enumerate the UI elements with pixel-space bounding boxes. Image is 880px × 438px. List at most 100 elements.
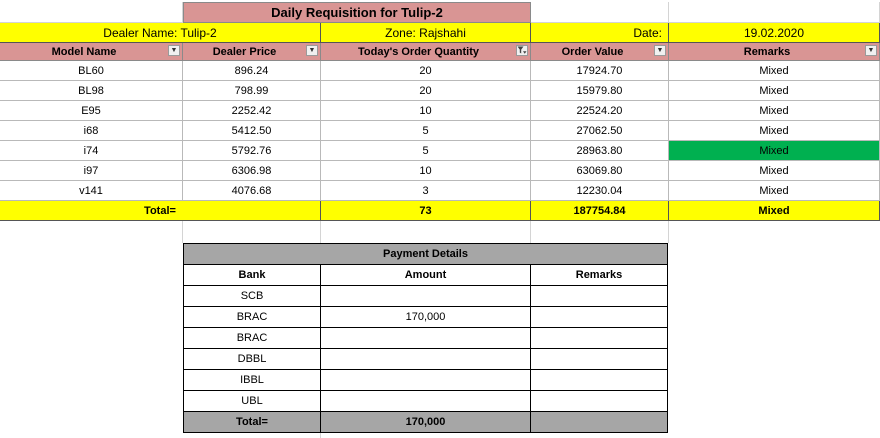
bank-cell[interactable]: IBBL: [183, 370, 321, 391]
remarks-cell-selected[interactable]: Mixed: [669, 141, 880, 161]
filter-dropdown-icon[interactable]: ▼: [654, 45, 666, 56]
amount-cell[interactable]: [321, 328, 531, 349]
remarks-cell[interactable]: Mixed: [669, 161, 880, 181]
order-value-cell[interactable]: 28963.80: [531, 141, 669, 161]
payment-remarks-cell[interactable]: [531, 349, 668, 370]
payment-row: BRAC: [183, 328, 668, 349]
info-row: Dealer Name: Tulip-2 Zone: Rajshahi Date…: [0, 23, 880, 43]
remarks-cell[interactable]: Mixed: [669, 121, 880, 141]
price-cell[interactable]: 5792.76: [183, 141, 321, 161]
sheet-title[interactable]: Daily Requisition for Tulip-2: [183, 2, 531, 23]
total-remarks-cell[interactable]: Mixed: [669, 201, 880, 221]
price-cell[interactable]: 896.24: [183, 61, 321, 81]
model-cell[interactable]: E95: [0, 101, 183, 121]
grid-line: [182, 221, 183, 243]
quantity-cell[interactable]: 10: [321, 101, 531, 121]
quantity-cell[interactable]: 5: [321, 121, 531, 141]
quantity-cell[interactable]: 3: [321, 181, 531, 201]
price-cell[interactable]: 798.99: [183, 81, 321, 101]
payment-row: SCB: [183, 286, 668, 307]
payment-remarks-cell[interactable]: [531, 286, 668, 307]
bank-cell[interactable]: UBL: [183, 391, 321, 412]
amount-cell[interactable]: [321, 286, 531, 307]
quantity-cell[interactable]: 5: [321, 141, 531, 161]
filter-dropdown-icon[interactable]: ▼: [168, 45, 180, 56]
payment-row: IBBL: [183, 370, 668, 391]
blank-cell[interactable]: [0, 2, 183, 23]
dealer-name-cell[interactable]: Dealer Name: Tulip-2: [0, 23, 321, 43]
total-order-value-cell[interactable]: 187754.84: [531, 201, 669, 221]
bank-cell[interactable]: BRAC: [183, 307, 321, 328]
order-value-cell[interactable]: 22524.20: [531, 101, 669, 121]
payment-header-bank[interactable]: Bank: [183, 265, 321, 286]
amount-cell[interactable]: [321, 391, 531, 412]
order-value-cell[interactable]: 17924.70: [531, 61, 669, 81]
payment-total-remarks[interactable]: [531, 412, 668, 433]
total-label-cell[interactable]: Total=: [0, 201, 321, 221]
remarks-cell[interactable]: Mixed: [669, 101, 880, 121]
payment-row: DBBL: [183, 349, 668, 370]
col-header-label: Model Name: [51, 45, 117, 58]
order-value-cell[interactable]: 27062.50: [531, 121, 669, 141]
model-cell[interactable]: BL60: [0, 61, 183, 81]
remarks-cell[interactable]: Mixed: [669, 181, 880, 201]
col-header-price[interactable]: Dealer Price ▼: [183, 43, 321, 61]
amount-cell[interactable]: 170,000: [321, 307, 531, 328]
blank-cell[interactable]: [531, 2, 669, 23]
price-cell[interactable]: 5412.50: [183, 121, 321, 141]
quantity-cell[interactable]: 10: [321, 161, 531, 181]
col-header-label: Today's Order Quantity: [358, 45, 479, 58]
col-header-order-value[interactable]: Order Value ▼: [531, 43, 669, 61]
filter-active-icon[interactable]: [516, 45, 528, 56]
col-header-label: Order Value: [561, 45, 624, 58]
remarks-cell[interactable]: Mixed: [669, 61, 880, 81]
quantity-cell[interactable]: 20: [321, 61, 531, 81]
payment-title[interactable]: Payment Details: [183, 243, 668, 265]
total-quantity-cell[interactable]: 73: [321, 201, 531, 221]
col-header-remarks[interactable]: Remarks ▼: [669, 43, 880, 61]
filter-dropdown-icon[interactable]: ▼: [865, 45, 877, 56]
bank-cell[interactable]: SCB: [183, 286, 321, 307]
quantity-cell[interactable]: 20: [321, 81, 531, 101]
date-value-cell[interactable]: 19.02.2020: [669, 23, 880, 43]
payment-header-remarks[interactable]: Remarks: [531, 265, 668, 286]
model-cell[interactable]: v141: [0, 181, 183, 201]
payment-total-label[interactable]: Total=: [183, 412, 321, 433]
payment-remarks-cell[interactable]: [531, 370, 668, 391]
payment-total-row: Total= 170,000: [183, 412, 668, 433]
payment-row: BRAC 170,000: [183, 307, 668, 328]
payment-remarks-cell[interactable]: [531, 307, 668, 328]
header-row: Model Name ▼ Dealer Price ▼ Today's Orde…: [0, 43, 880, 61]
payment-title-row: Payment Details: [183, 243, 668, 265]
price-cell[interactable]: 4076.68: [183, 181, 321, 201]
model-cell[interactable]: i68: [0, 121, 183, 141]
payment-total-amount[interactable]: 170,000: [321, 412, 531, 433]
model-cell[interactable]: i74: [0, 141, 183, 161]
table-row: i74 5792.76 5 28963.80 Mixed: [0, 141, 880, 161]
title-row: Daily Requisition for Tulip-2: [0, 2, 880, 23]
table-row: v141 4076.68 3 12230.04 Mixed: [0, 181, 880, 201]
order-value-cell[interactable]: 12230.04: [531, 181, 669, 201]
amount-cell[interactable]: [321, 370, 531, 391]
filter-dropdown-icon[interactable]: ▼: [306, 45, 318, 56]
payment-header-amount[interactable]: Amount: [321, 265, 531, 286]
bank-cell[interactable]: BRAC: [183, 328, 321, 349]
col-header-label: Remarks: [743, 45, 791, 58]
bank-cell[interactable]: DBBL: [183, 349, 321, 370]
payment-remarks-cell[interactable]: [531, 391, 668, 412]
col-header-model[interactable]: Model Name ▼: [0, 43, 183, 61]
model-cell[interactable]: BL98: [0, 81, 183, 101]
remarks-cell[interactable]: Mixed: [669, 81, 880, 101]
order-value-cell[interactable]: 63069.80: [531, 161, 669, 181]
payment-remarks-cell[interactable]: [531, 328, 668, 349]
order-value-cell[interactable]: 15979.80: [531, 81, 669, 101]
model-cell[interactable]: i97: [0, 161, 183, 181]
amount-cell[interactable]: [321, 349, 531, 370]
date-label-cell[interactable]: Date:: [531, 23, 669, 43]
zone-cell[interactable]: Zone: Rajshahi: [321, 23, 531, 43]
blank-cell[interactable]: [669, 2, 880, 23]
col-header-quantity[interactable]: Today's Order Quantity: [321, 43, 531, 61]
price-cell[interactable]: 2252.42: [183, 101, 321, 121]
price-cell[interactable]: 6306.98: [183, 161, 321, 181]
